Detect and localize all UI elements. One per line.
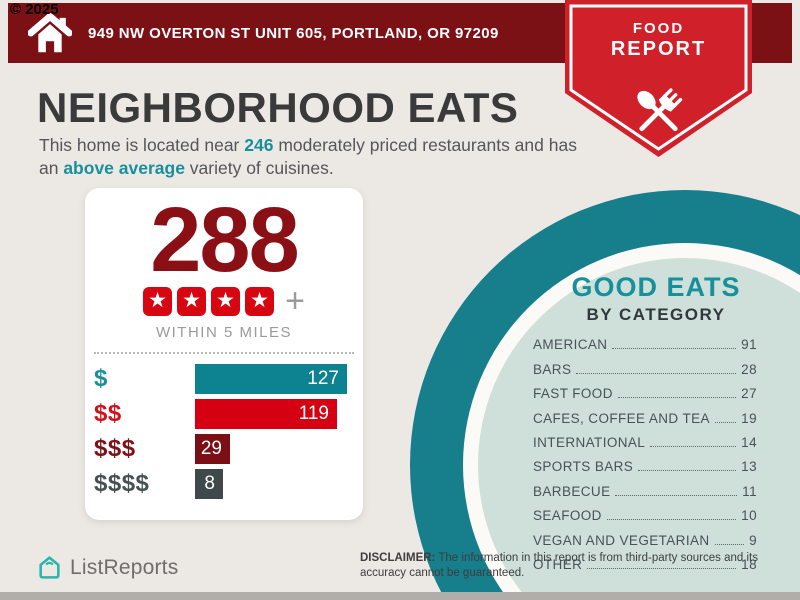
food-report-badge: FOOD REPORT <box>565 0 752 158</box>
category-row: VEGAN AND VEGETARIAN 9 <box>533 526 757 550</box>
subtitle: This home is located near 246 moderately… <box>39 134 584 180</box>
bar-row: $127 <box>85 364 363 394</box>
category-count: 10 <box>741 508 757 524</box>
brand-name: ListReports <box>70 555 179 579</box>
category-name: FAST FOOD <box>533 386 613 402</box>
price-tier-bar: 29 <box>195 434 230 464</box>
property-address: 949 NW OVERTON ST UNIT 605, PORTLAND, OR… <box>88 24 499 42</box>
category-count: 18 <box>741 556 757 572</box>
disclaimer-label: DISCLAIMER: <box>360 552 436 564</box>
radius-label: WITHIN 5 MILES <box>155 324 292 341</box>
category-name: OTHER <box>533 556 583 572</box>
price-tier-bar: 127 <box>195 364 347 394</box>
badge-ribbon-shape <box>565 0 752 157</box>
category-name: SPORTS BARS <box>533 459 634 475</box>
star-glyph: ★ <box>148 288 167 312</box>
subtitle-part1: This home is located near <box>39 135 245 155</box>
bar-row: $$$ 29 <box>85 434 363 464</box>
category-name: AMERICAN <box>533 337 608 353</box>
category-row: BARBECUE 11 <box>533 477 757 501</box>
category-row: OTHER 18 <box>533 551 757 575</box>
category-name: SEAFOOD <box>533 508 602 524</box>
badge-label-food: FOOD <box>632 20 685 37</box>
price-tier-bar-chart: $127 $$ 119 $$$ 29 $$$$ 8 <box>85 364 363 504</box>
category-count: 91 <box>741 337 757 353</box>
star-glyph: ★ <box>182 288 201 312</box>
restaurant-count: 246 <box>244 135 274 155</box>
dotted-leader <box>576 372 737 374</box>
plus-icon: + <box>285 281 305 320</box>
category-row: FAST FOOD 27 <box>533 380 757 404</box>
bar-row: $$$$ 8 <box>85 469 363 499</box>
star-icon: ★ <box>177 287 207 316</box>
total-restaurant-count: 288 <box>150 189 300 291</box>
star-rating: ★ ★ ★ ★ + <box>85 281 363 320</box>
category-count: 13 <box>741 459 757 475</box>
subtitle-part3: variety of cuisines. <box>184 158 334 178</box>
category-name: VEGAN AND VEGETARIAN <box>533 532 710 548</box>
page-title: NEIGHBORHOOD EATS <box>37 84 519 131</box>
star-icon: ★ <box>245 287 275 316</box>
price-tier-bar: 8 <box>195 469 223 499</box>
variety-highlight: above average <box>63 158 185 178</box>
good-eats-subtitle: BY CATEGORY <box>586 305 726 324</box>
subtitle-part2: moderately priced restaurants and has an <box>39 135 577 178</box>
category-row: SPORTS BARS 13 <box>533 453 757 477</box>
category-row: CAFES, COFFEE AND TEA 19 <box>533 404 757 428</box>
price-tier-label: $$$$ <box>94 470 150 497</box>
good-eats-heading: GOOD EATS BY CATEGORY <box>520 272 792 325</box>
dotted-leader <box>617 397 737 399</box>
star-glyph: ★ <box>216 288 235 312</box>
good-eats-title: GOOD EATS <box>571 272 741 302</box>
category-name: CAFES, COFFEE AND TEA <box>533 410 710 426</box>
category-count: 9 <box>749 532 757 548</box>
category-name: BARBECUE <box>533 483 611 499</box>
dotted-leader <box>638 470 737 472</box>
star-icon: ★ <box>143 287 173 316</box>
listreports-brand: ListReports <box>36 554 178 581</box>
dotted-leader <box>587 567 737 569</box>
listreports-logo-icon <box>39 556 60 579</box>
category-row: BARS 28 <box>533 355 757 379</box>
category-count: 11 <box>742 483 757 499</box>
home-icon <box>28 13 72 53</box>
category-count: 27 <box>741 386 757 402</box>
category-count: 19 <box>741 410 757 426</box>
price-tier-label: $$$ <box>94 435 136 462</box>
price-tier-label: $$ <box>94 400 122 427</box>
category-name: BARS <box>533 361 572 377</box>
star-glyph: ★ <box>250 288 269 312</box>
disclaimer: DISCLAIMER: The information in this repo… <box>360 551 760 581</box>
disclaimer-text: The information in this report is from t… <box>360 552 758 579</box>
dotted-leader <box>714 421 737 423</box>
price-tier-label: $ <box>94 365 108 392</box>
category-name: INTERNATIONAL <box>533 434 646 450</box>
category-list: AMERICAN 91 BARS 28 FAST FOOD 27 CAFES, COFFEE… <box>533 331 757 575</box>
bottom-edge-strip <box>0 592 800 600</box>
badge-text: FOOD REPORT <box>565 0 752 61</box>
summary-card: 288 ★ ★ ★ ★ + WITHIN 5 MILES $127 $$ 119 $$$ 29 $… <box>85 188 363 520</box>
category-row: AMERICAN 91 <box>533 331 757 355</box>
category-row: INTERNATIONAL 14 <box>533 429 757 453</box>
price-tier-bar: 119 <box>195 399 337 429</box>
card-divider <box>94 352 354 354</box>
dotted-leader <box>615 494 738 496</box>
star-icon: ★ <box>211 287 241 316</box>
category-count: 14 <box>741 434 757 450</box>
crossed-utensils-icon <box>637 88 683 132</box>
copyright-watermark: © 2025 <box>10 1 59 18</box>
dotted-leader <box>650 445 737 447</box>
category-row: SEAFOOD 10 <box>533 502 757 526</box>
bar-row: $$ 119 <box>85 399 363 429</box>
category-count: 28 <box>741 361 757 377</box>
badge-label-report: REPORT <box>610 38 707 60</box>
dotted-leader <box>714 543 745 545</box>
dotted-leader <box>606 519 737 521</box>
dotted-leader <box>612 348 737 350</box>
